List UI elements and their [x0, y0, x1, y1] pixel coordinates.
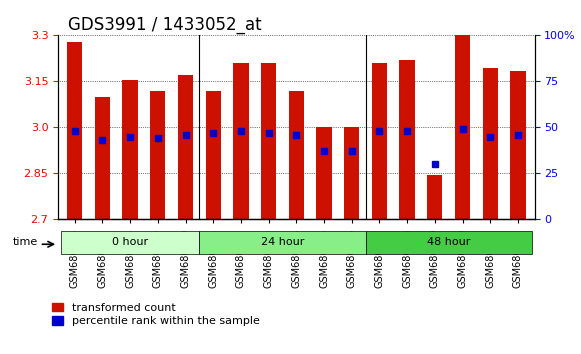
FancyBboxPatch shape: [199, 231, 365, 253]
Bar: [372, 63, 387, 219]
Text: 0 hour: 0 hour: [112, 237, 148, 247]
Bar: [206, 91, 221, 219]
Bar: [261, 63, 276, 219]
Bar: [95, 97, 110, 219]
Bar: [344, 127, 359, 219]
Bar: [234, 63, 249, 219]
Text: 24 hour: 24 hour: [261, 237, 304, 247]
FancyBboxPatch shape: [61, 231, 199, 253]
Bar: [483, 68, 498, 219]
Bar: [510, 71, 526, 219]
FancyBboxPatch shape: [365, 231, 532, 253]
Text: 48 hour: 48 hour: [427, 237, 471, 247]
Text: time: time: [13, 238, 38, 247]
Bar: [400, 60, 415, 219]
Bar: [123, 80, 138, 219]
Bar: [289, 91, 304, 219]
Bar: [67, 41, 83, 219]
Legend: transformed count, percentile rank within the sample: transformed count, percentile rank withi…: [52, 303, 260, 326]
Text: GDS3991 / 1433052_at: GDS3991 / 1433052_at: [67, 16, 261, 34]
Bar: [178, 75, 193, 219]
Bar: [427, 175, 442, 219]
Bar: [455, 35, 470, 219]
Bar: [317, 127, 332, 219]
Bar: [150, 91, 166, 219]
